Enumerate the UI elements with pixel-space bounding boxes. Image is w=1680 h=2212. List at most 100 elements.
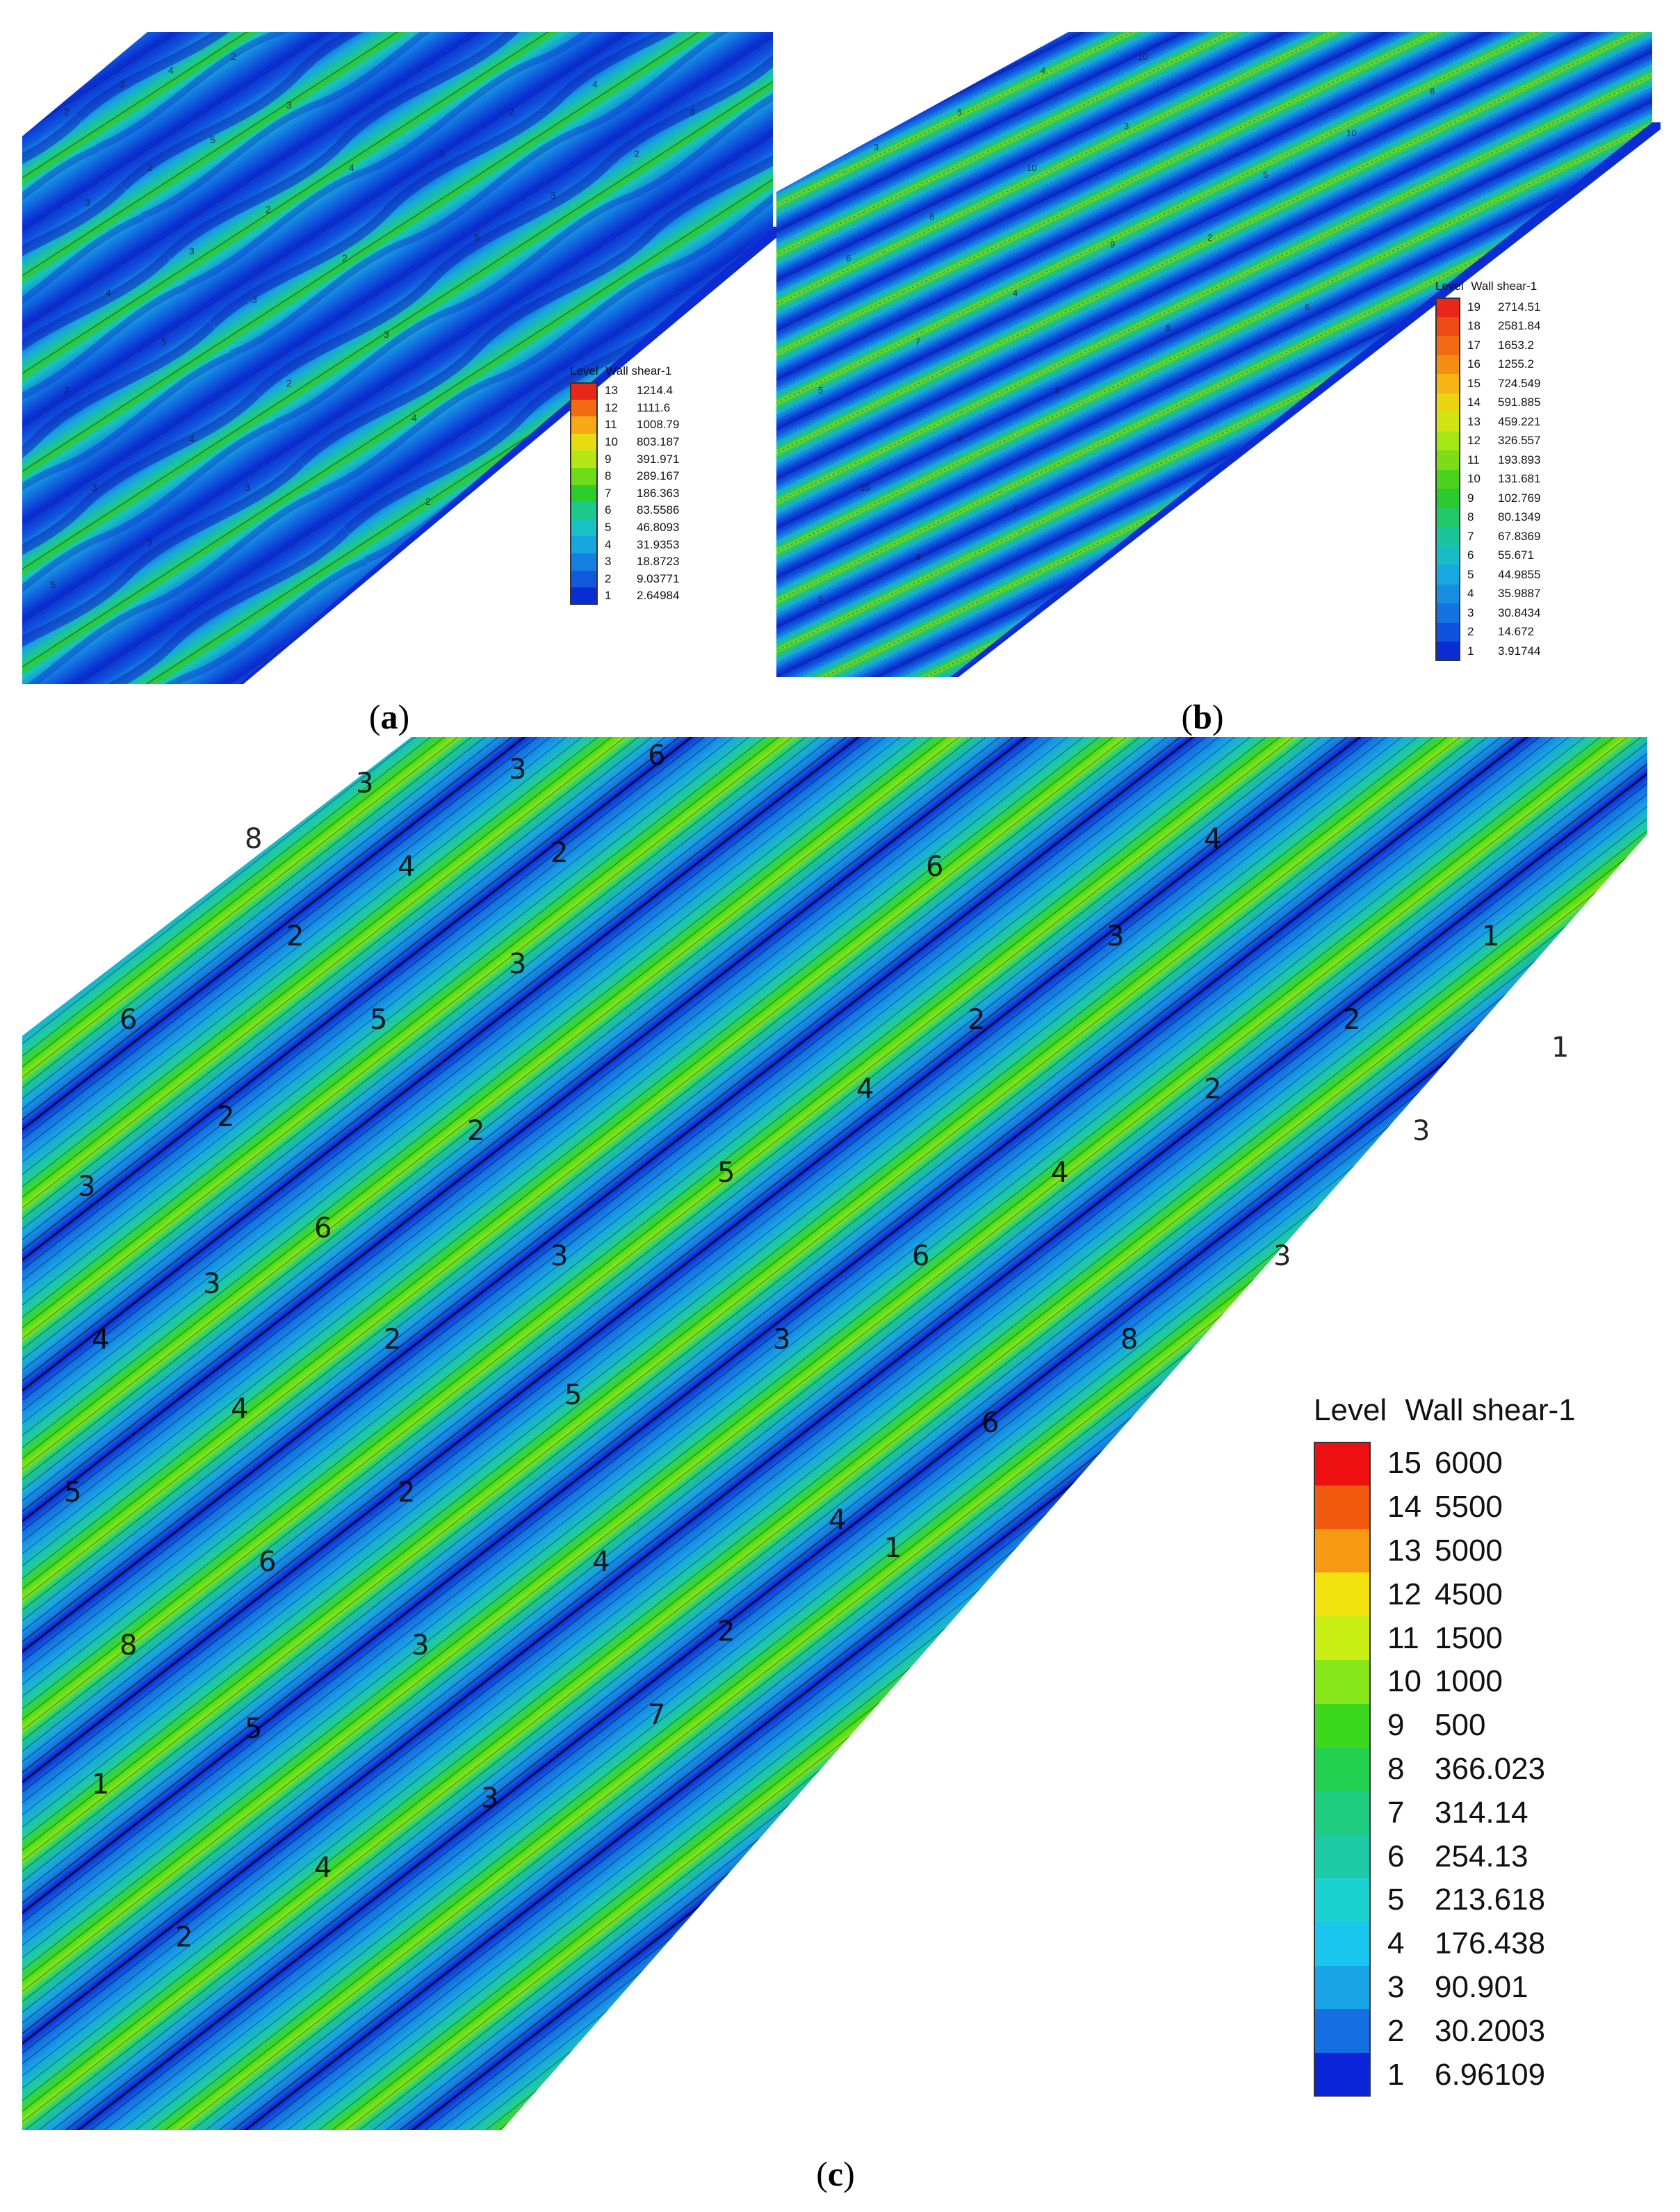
legend-swatch [1435,622,1460,642]
legend-swatch [1435,565,1460,585]
svg-text:2: 2 [398,1477,415,1508]
legend-swatch [570,382,598,400]
legend-level: 3 [1387,1969,1405,2004]
legend-entry: 2 14.672 [1435,622,1534,642]
legend-c-variable-heading: Wall shear-1 [1405,1393,1576,1427]
svg-text:5: 5 [50,579,56,590]
svg-text:9: 9 [1110,239,1115,250]
legend-entry: 16 1255.2 [1435,355,1534,374]
legend-a-title: Level Wall shear-1 [570,364,671,378]
legend-swatch [570,502,598,519]
legend-value: 46.8093 [637,521,680,535]
caption-a: (a) [368,697,410,736]
legend-entry: 4 176.438 [1314,1921,1545,1966]
legend-value: 366.023 [1435,1751,1546,1786]
legend-level: 7 [1387,1795,1405,1830]
legend-level: 12 [1467,434,1481,448]
legend-swatch [570,553,598,571]
svg-text:3: 3 [509,754,526,786]
svg-text:7: 7 [1013,503,1018,514]
svg-text:5: 5 [564,1379,582,1411]
legend-swatch [1435,603,1460,623]
svg-text:2: 2 [968,1004,985,1036]
legend-value: 193.893 [1498,453,1541,466]
legend-value: 102.769 [1498,491,1541,505]
legend-entry: 19 2714.51 [1435,298,1540,317]
legend-level: 18 [1467,319,1481,333]
svg-text:2: 2 [1204,1073,1221,1105]
svg-text:2: 2 [342,252,348,263]
panel-b: 3 5 4 10 6 8 10 3 5 7 4 9 10 6 3 8 5 4 7 2 5 10 8 6 Level … [776,32,1661,677]
svg-text:2: 2 [467,1115,484,1147]
legend-level: 4 [1467,587,1474,601]
svg-text:1: 1 [1551,1032,1569,1064]
svg-text:3: 3 [509,948,526,980]
legend-swatch [1435,316,1460,336]
svg-text:6: 6 [1305,302,1310,312]
legend-value: 1255.2 [1498,357,1534,371]
legend-value: 4500 [1435,1577,1503,1611]
svg-text:4: 4 [349,162,354,173]
legend-level: 8 [605,469,612,483]
svg-text:8: 8 [929,211,934,222]
legend-entry: 7 67.8369 [1435,527,1540,546]
legend-swatch [1314,1921,1371,1966]
legend-level: 1 [605,589,612,603]
legend-swatch [570,536,598,553]
legend-swatch [570,416,598,434]
svg-text:5: 5 [818,385,823,396]
legend-level: 1 [1387,2057,1405,2092]
legend-swatch [1435,527,1460,546]
legend-level: 1 [1467,644,1474,658]
legend-level: 13 [1467,414,1481,428]
legend-value: 2.64984 [637,589,680,603]
svg-text:2: 2 [509,106,514,117]
legend-value: 9.03771 [637,571,680,585]
legend-level: 12 [1387,1577,1421,1611]
legend-swatch [1435,393,1460,412]
legend-value: 44.9855 [1498,567,1541,581]
legend-value: 67.8369 [1498,529,1541,543]
svg-text:3: 3 [481,1782,498,1814]
legend-swatch [1314,1835,1371,1878]
svg-text:2: 2 [217,1101,234,1133]
contour-plot-a: 2 3 4 2 3 2 5 3 4 3 2 4 2 5 3 2 3 4 2 3 5 2 3 4 3 2 4 5 3 2 3 2 [22,32,781,684]
legend-entry: 3 90.901 [1314,1965,1528,2010]
legend-entry: 2 30.2003 [1314,2009,1545,2054]
svg-text:6: 6 [314,1212,332,1244]
svg-text:3: 3 [411,1629,429,1661]
legend-value: 2714.51 [1498,300,1541,314]
legend-swatch [570,570,598,588]
legend-value: 30.8434 [1498,605,1541,619]
legend-entry: 10 131.681 [1435,469,1540,489]
legend-level: 6 [1467,548,1474,562]
svg-text:5: 5 [474,231,480,243]
svg-text:4: 4 [1041,65,1045,76]
legend-entry: 4 35.9887 [1435,584,1540,603]
legend-swatch [1435,546,1460,565]
legend-value: 1214.4 [637,384,673,398]
svg-text:3: 3 [203,1268,220,1300]
svg-text:5: 5 [717,1157,735,1189]
svg-text:3: 3 [551,190,556,201]
svg-text:4: 4 [592,1546,610,1578]
svg-text:3: 3 [1054,385,1059,396]
legend-entry: 8 366.023 [1314,1747,1546,1791]
legend-level: 7 [1467,529,1474,543]
svg-text:2: 2 [147,537,153,548]
legend-level: 4 [605,537,612,551]
legend-value: 3.91744 [1498,644,1541,658]
legend-swatch [1314,1878,1371,1922]
svg-text:2: 2 [634,148,639,159]
legend-value: 1000 [1435,1664,1503,1699]
legend-value: 5500 [1435,1490,1503,1524]
svg-text:10: 10 [1027,163,1036,173]
legend-level: 5 [1387,1882,1405,1917]
caption-b-letter: b [1193,697,1212,736]
legend-entry: 9 500 [1314,1703,1485,1748]
legend-entry: 2 9.03771 [570,570,680,588]
legend-value: 14.672 [1498,625,1534,639]
legend-swatch [1314,1660,1371,1704]
